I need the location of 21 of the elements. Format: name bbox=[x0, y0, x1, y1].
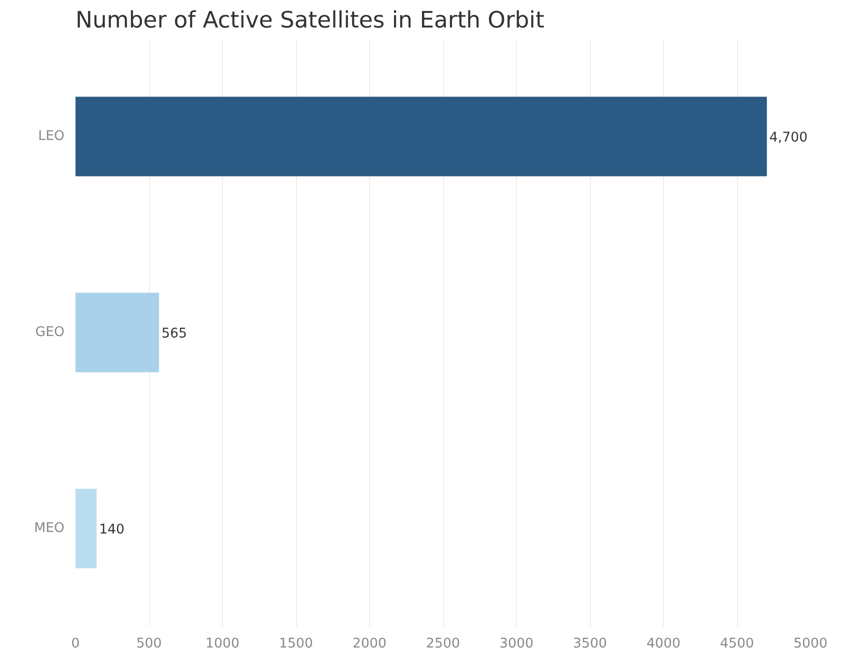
chart-title: Number of Active Satellites in Earth Orbit bbox=[76, 8, 544, 34]
data-label: 565 bbox=[162, 326, 188, 342]
bar bbox=[76, 292, 160, 372]
x-tick-label: 500 bbox=[136, 636, 162, 652]
x-tick-label: 1000 bbox=[206, 636, 240, 652]
bar bbox=[76, 488, 97, 568]
bar bbox=[76, 96, 767, 176]
x-tick-label: 5000 bbox=[794, 636, 828, 652]
data-label: 140 bbox=[99, 522, 125, 538]
x-tick-label: 4500 bbox=[720, 636, 754, 652]
x-tick-label: 3000 bbox=[500, 636, 534, 652]
x-tick-label: 1500 bbox=[279, 636, 313, 652]
x-tick-label: 4000 bbox=[646, 636, 680, 652]
y-tick-label: LEO bbox=[38, 129, 65, 144]
x-tick-label: 3500 bbox=[573, 636, 607, 652]
y-tick-label: MEO bbox=[34, 521, 65, 536]
x-tick-label: 2500 bbox=[426, 636, 460, 652]
data-label: 4,700 bbox=[769, 130, 808, 146]
y-tick-label: GEO bbox=[35, 325, 65, 340]
x-tick-label: 0 bbox=[71, 636, 80, 652]
x-tick-label: 2000 bbox=[352, 636, 386, 652]
